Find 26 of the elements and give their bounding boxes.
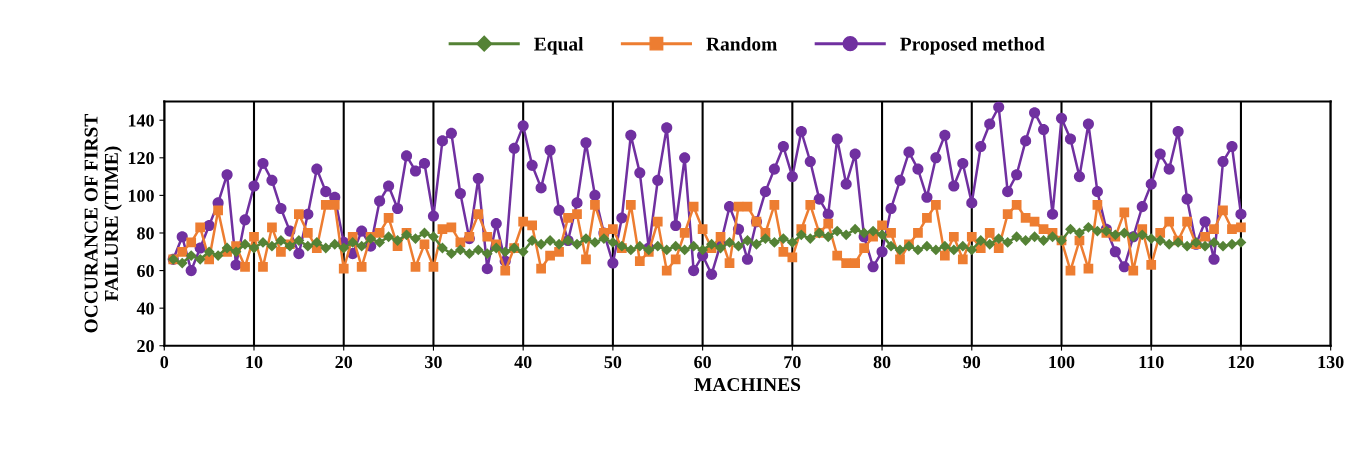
x-axis-title: MACHINES (694, 378, 801, 392)
x-tick-label: 60 (694, 355, 711, 369)
x-tick-label: 0 (160, 355, 169, 369)
x-tick-label: 40 (514, 355, 532, 369)
x-tick-label: 100 (1049, 355, 1075, 369)
x-tick-label: 50 (604, 355, 622, 369)
y-axis-title: OCCURANCE OF FIRST FAILURE (TIME) (84, 114, 122, 333)
x-tick-label: 20 (335, 355, 353, 369)
y-tick-label: 100 (128, 189, 154, 202)
legend-label: Equal (534, 36, 584, 55)
x-tick-label: 70 (784, 355, 801, 369)
x-tick-label: 130 (1318, 355, 1344, 369)
y-tick-label: 80 (137, 227, 154, 240)
x-tick-label: 110 (1139, 355, 1164, 369)
legend-label: Random (706, 36, 777, 51)
x-tick-label: 10 (246, 355, 263, 369)
y-tick-label: 120 (128, 152, 154, 165)
y-tick-label: 20 (137, 340, 154, 353)
y-tick-label: 40 (136, 302, 154, 315)
legend-label: Proposed method (900, 36, 1045, 55)
x-tick-label: 80 (873, 355, 891, 369)
x-tick-label: 90 (963, 355, 981, 369)
x-tick-label: 120 (1228, 355, 1254, 369)
x-tick-label: 30 (425, 355, 442, 369)
y-tick-label: 140 (128, 114, 154, 127)
y-tick-label: 60 (137, 264, 154, 278)
